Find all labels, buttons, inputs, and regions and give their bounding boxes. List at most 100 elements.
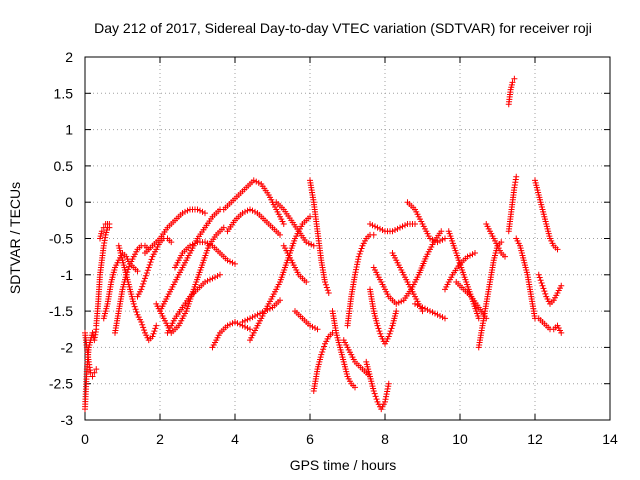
- data-point: [383, 391, 390, 398]
- y-tick-label: -1: [61, 267, 74, 283]
- data-point: [374, 322, 381, 329]
- data-point: [558, 282, 565, 289]
- grid-lines: [85, 57, 610, 420]
- data-point: [152, 325, 159, 332]
- data-point: [143, 269, 150, 276]
- y-tick-label: 1: [65, 122, 73, 138]
- data-point: [141, 327, 148, 334]
- data-point: [355, 256, 362, 263]
- data-point: [382, 396, 389, 403]
- y-tick-label: -2.5: [49, 376, 73, 392]
- series-arc-ai: [442, 250, 478, 293]
- series-arc-v: [307, 177, 332, 296]
- data-point: [320, 346, 327, 353]
- series-arc-r: [239, 297, 283, 325]
- chart-title: Day 212 of 2017, Sidereal Day-to-day VTE…: [94, 20, 592, 36]
- data-point: [303, 279, 310, 286]
- data-point: [356, 250, 363, 257]
- data-point: [393, 308, 400, 315]
- data-point: [322, 279, 328, 286]
- data-point: [382, 398, 388, 405]
- series-arc-w: [310, 329, 336, 394]
- data-point: [138, 286, 145, 293]
- data-point: [153, 322, 160, 329]
- data-point: [539, 282, 546, 289]
- series-arc-al: [475, 239, 505, 351]
- data-point: [132, 306, 139, 313]
- series-arc-z: [344, 231, 377, 329]
- series-arc-ab: [367, 286, 400, 347]
- data-point: [542, 290, 549, 297]
- data-point: [125, 266, 132, 273]
- data-point: [144, 267, 151, 274]
- series-arc-am: [483, 220, 508, 260]
- data-point: [372, 393, 379, 400]
- data-point: [536, 274, 543, 281]
- data-point: [202, 210, 208, 217]
- data-point: [217, 271, 223, 278]
- data-point: [375, 325, 382, 332]
- x-axis-label: GPS time / hours: [290, 457, 397, 473]
- x-tick-label: 4: [231, 431, 239, 447]
- data-points: [82, 75, 565, 413]
- data-point: [442, 235, 448, 242]
- series-arc-s: [273, 199, 317, 249]
- y-axis-label: SDTVAR / TECUs: [7, 182, 23, 294]
- data-point: [324, 287, 331, 294]
- series-arc-an: [505, 75, 518, 108]
- data-point: [151, 328, 158, 335]
- data-point: [384, 385, 391, 392]
- data-point: [100, 224, 107, 231]
- series-arc-o: [220, 177, 287, 227]
- series-arc-b: [82, 329, 100, 380]
- data-point: [511, 75, 518, 82]
- data-point: [387, 328, 394, 335]
- y-tick-label: -0.5: [49, 231, 73, 247]
- data-point: [139, 321, 146, 328]
- series-arc-t: [280, 242, 310, 286]
- data-point: [386, 330, 393, 337]
- data-point: [277, 231, 283, 238]
- data-point: [540, 285, 547, 292]
- y-tick-label: 0: [65, 194, 73, 210]
- data-point: [321, 343, 328, 350]
- data-point: [142, 272, 149, 279]
- series-arc-l: [172, 239, 238, 271]
- data-point: [357, 248, 364, 255]
- data-point: [148, 256, 155, 263]
- data-point: [509, 79, 516, 86]
- data-point: [126, 263, 133, 270]
- series-arc-ac: [367, 220, 418, 235]
- data-point: [352, 269, 359, 276]
- data-point: [412, 220, 418, 227]
- data-point: [106, 224, 113, 231]
- data-point: [130, 300, 137, 307]
- data-point: [133, 309, 140, 316]
- series-arc-ag: [408, 228, 445, 293]
- data-point: [498, 239, 505, 246]
- data-point: [371, 390, 378, 397]
- y-tick-label: -1.5: [49, 303, 73, 319]
- data-point: [138, 318, 145, 325]
- data-point: [139, 283, 146, 290]
- y-tick-labels: -3 -2.5 -2 -1.5 -1 -0.5 0 0.5 1 1.5 2: [49, 49, 73, 428]
- data-point: [388, 325, 395, 332]
- data-point: [370, 387, 377, 394]
- data-point: [554, 246, 561, 253]
- series-arc-c: [93, 220, 113, 329]
- data-point: [307, 213, 313, 220]
- series-arc-as: [535, 271, 565, 307]
- data-point: [377, 330, 384, 337]
- data-point: [537, 277, 544, 284]
- data-point: [146, 261, 153, 268]
- data-point: [220, 224, 227, 231]
- data-point: [134, 268, 141, 275]
- data-point: [385, 383, 392, 390]
- data-point: [98, 228, 105, 235]
- data-point: [89, 373, 96, 380]
- x-tick-label: 2: [156, 431, 164, 447]
- data-point: [247, 326, 253, 333]
- series-arc-aq: [532, 177, 561, 253]
- data-point: [325, 289, 332, 296]
